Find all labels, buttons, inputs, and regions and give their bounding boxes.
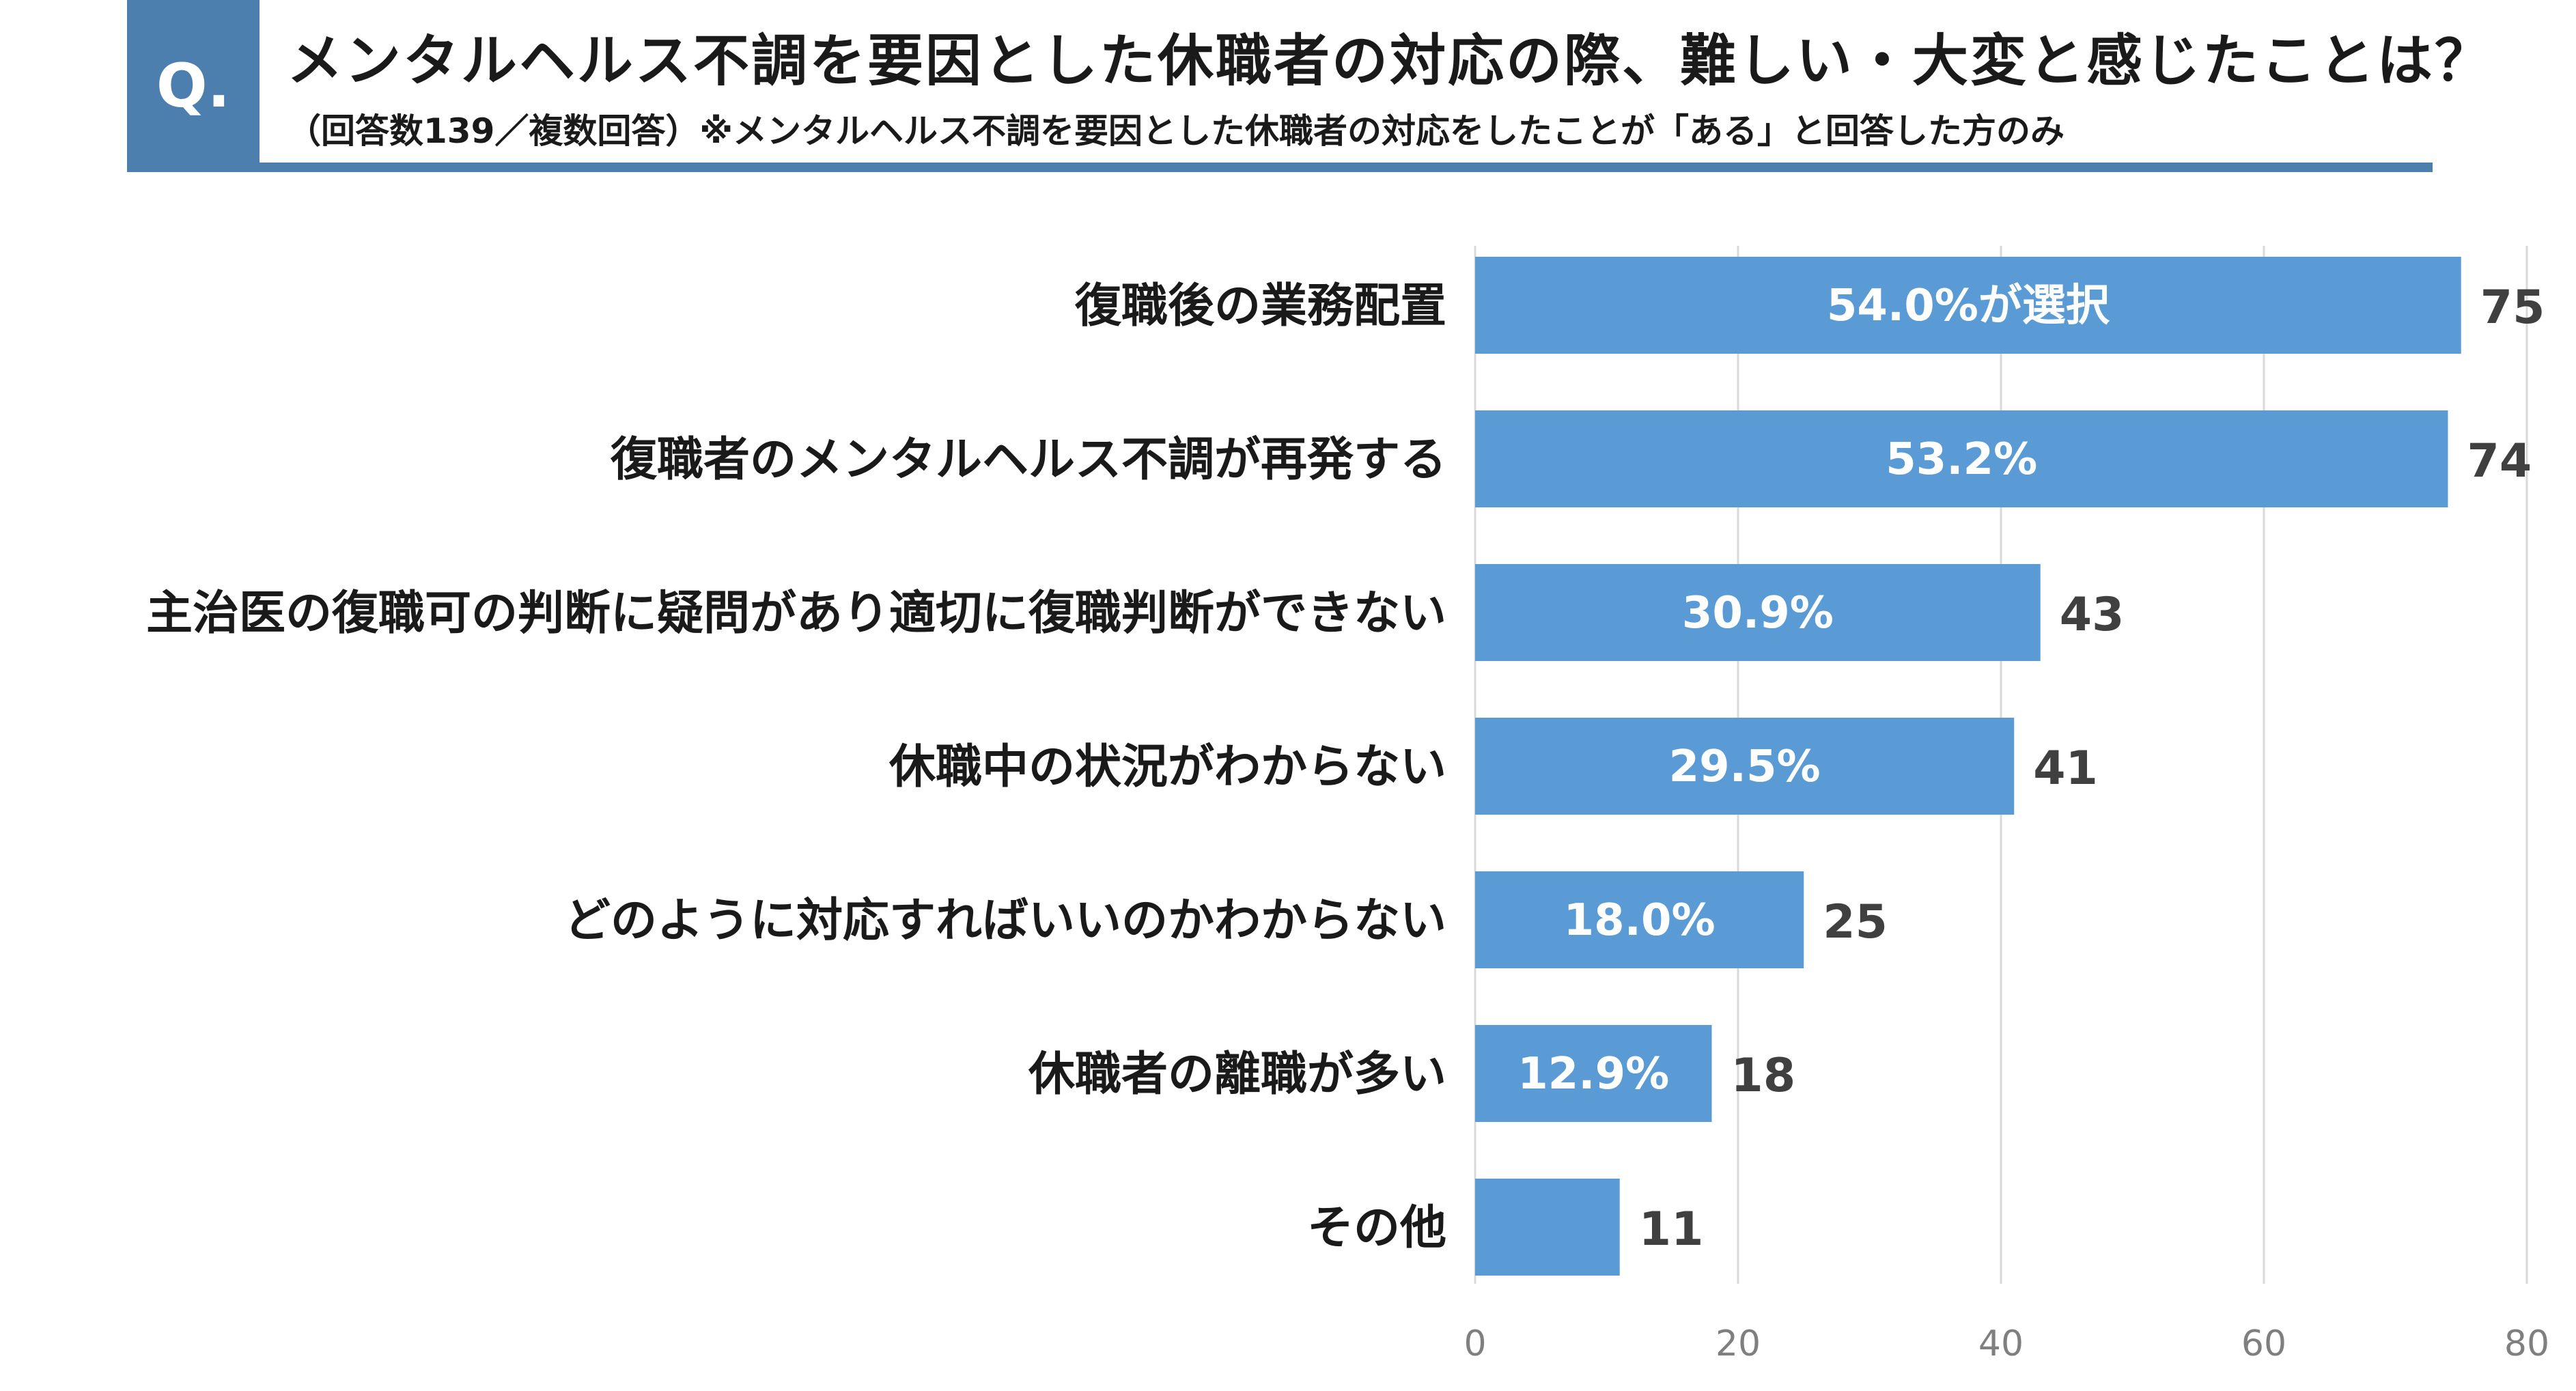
x-tick-label: 60	[2241, 1323, 2286, 1364]
bar-percent-label: 12.9%	[1517, 1049, 1669, 1099]
bar-percent-label: 29.5%	[1669, 742, 1821, 792]
bar-value-label: 43	[2060, 588, 2125, 642]
page-subtitle: （回答数139／複数回答）※メンタルヘルス不調を要因とした休職者の対応をしたこと…	[287, 111, 2064, 151]
bar	[1475, 1025, 1712, 1122]
bar-value-label: 75	[2480, 281, 2545, 335]
x-tick-label: 80	[2504, 1323, 2549, 1364]
bar-percent-label: 53.2%	[1886, 434, 2037, 485]
header-divider	[127, 163, 2433, 172]
bar	[1475, 871, 1804, 968]
bar-value-label: 11	[1639, 1203, 1704, 1256]
bar	[1475, 564, 2041, 661]
bar-value-label: 18	[1731, 1049, 1796, 1103]
bar	[1475, 718, 2015, 815]
bar-value-label: 41	[2033, 742, 2098, 796]
bar-percent-label: 18.0%	[1564, 895, 1716, 946]
bar	[1475, 257, 2461, 354]
category-label: 休職者の離職が多い	[1028, 1048, 1446, 1101]
bar	[1475, 1179, 1620, 1276]
question-badge: Q.	[127, 0, 260, 171]
category-label: 復職後の業務配置	[1074, 279, 1446, 333]
bar-percent-label: 54.0%が選択	[1827, 281, 2110, 331]
x-tick-label: 0	[1464, 1323, 1486, 1364]
bar-percent-label: 30.9%	[1682, 588, 1834, 638]
bar-value-label: 25	[1823, 895, 1888, 949]
category-label: 復職者のメンタルヘルス不調が再発する	[610, 433, 1446, 487]
category-label: どのように対応すればいいのかわからない	[564, 894, 1446, 948]
x-tick-label: 40	[1978, 1323, 2024, 1364]
page-title: メンタルヘルス不調を要因とした休職者の対応の際、難しい・大変と感じたことは？	[287, 29, 2493, 94]
x-tick-label: 20	[1716, 1323, 1761, 1364]
category-label: 主治医の復職可の判断に疑問があり適切に復職判断ができない	[146, 587, 1446, 641]
category-label: 休職中の状況がわからない	[888, 740, 1446, 794]
bar	[1475, 410, 2448, 507]
category-label: その他	[1307, 1201, 1446, 1255]
bar-value-label: 74	[2467, 434, 2532, 488]
